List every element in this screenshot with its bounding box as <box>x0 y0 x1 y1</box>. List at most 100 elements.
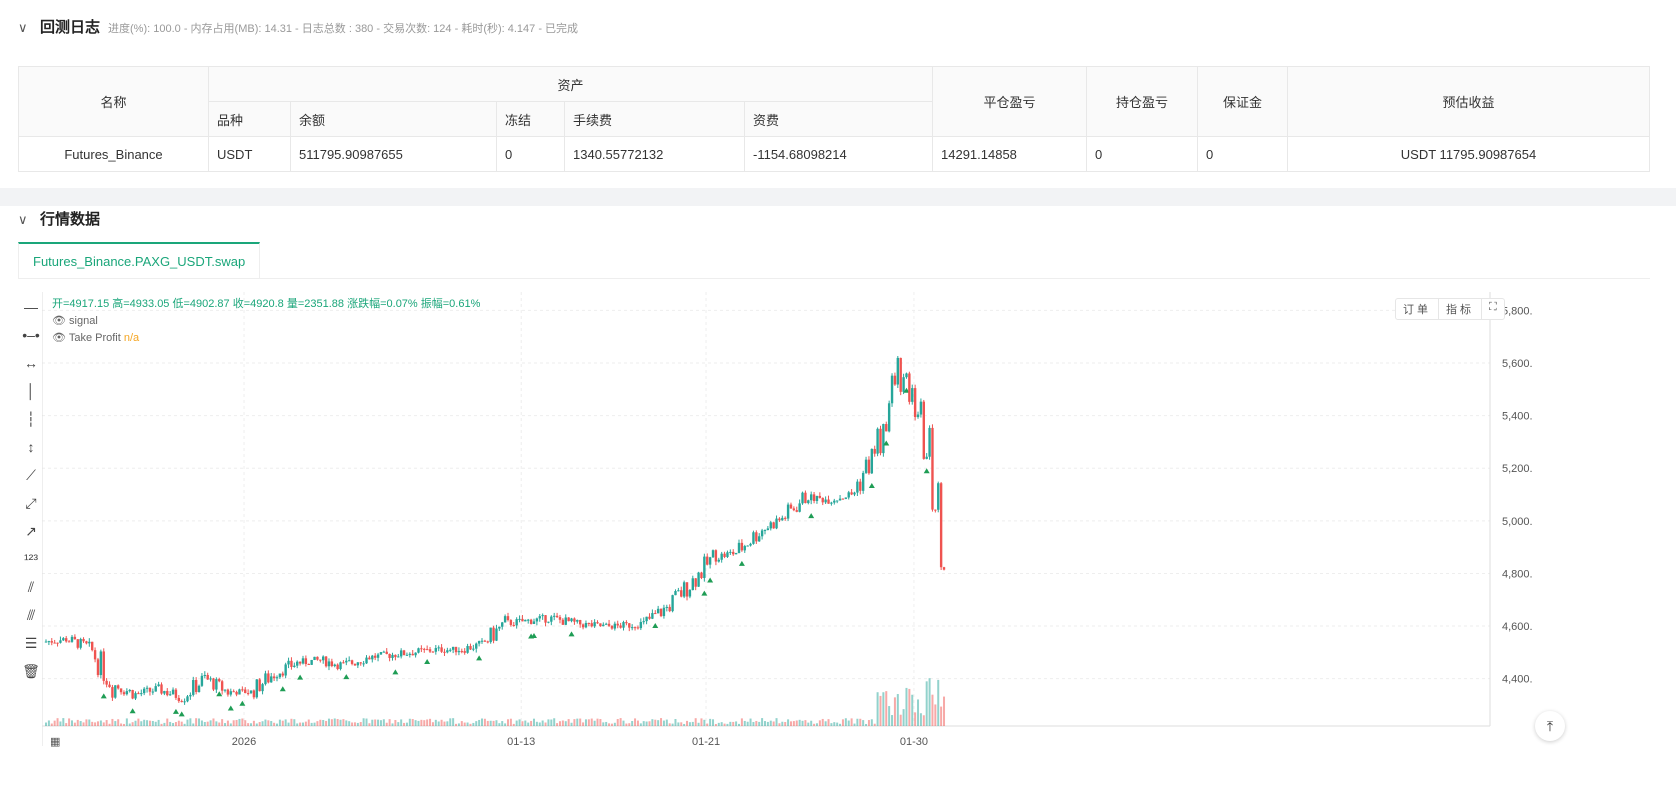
volume-bar <box>229 723 232 726</box>
volume-bar <box>88 719 91 726</box>
candle-body <box>922 401 925 459</box>
volume-bar <box>602 722 605 726</box>
volume-bar <box>426 719 429 726</box>
candle-body <box>431 651 435 653</box>
volume-bar <box>778 723 781 726</box>
orders-button[interactable]: 订单 <box>1396 299 1439 319</box>
candle-body <box>362 663 365 665</box>
vertical-arrow-icon[interactable]: ↕ <box>27 439 35 455</box>
horizontal-ray-icon[interactable]: •–• <box>22 327 40 343</box>
candle-body <box>550 616 553 622</box>
candle-body <box>893 375 897 385</box>
volume-bar <box>102 722 105 726</box>
cell-balance: 511795.90987655 <box>290 136 497 172</box>
signal-marker <box>883 440 890 446</box>
market-data-header[interactable]: ∨ 行情数据 <box>18 208 100 229</box>
tab-paxg-usdt-swap[interactable]: Futures_Binance.PAXG_USDT.swap <box>18 242 261 278</box>
col-balance: 余额 <box>290 101 497 137</box>
candle-body <box>602 624 605 627</box>
volume-bar <box>648 721 651 726</box>
volume-bar <box>235 719 238 726</box>
eye-icon[interactable]: 👁 <box>52 315 66 327</box>
volume-bar <box>310 722 313 726</box>
candle-body <box>616 623 619 626</box>
candle-body <box>934 509 937 511</box>
volume-bar <box>371 719 374 726</box>
cell-frozen: 0 <box>496 136 565 172</box>
signal-marker <box>279 686 286 692</box>
trash-icon[interactable]: 🗑 <box>22 663 40 679</box>
volume-bar <box>284 719 287 726</box>
volume-bar <box>504 723 507 726</box>
arrow-line-icon[interactable]: ↗ <box>25 523 37 539</box>
candle-body <box>495 628 498 641</box>
signal-marker <box>343 674 350 680</box>
candle-body <box>599 623 602 627</box>
y-tick-label: 4,400.00 <box>1502 674 1532 686</box>
legend-take-profit[interactable]: 👁 Take Profit n/a <box>52 330 480 347</box>
candle-body <box>830 502 833 504</box>
candle-body <box>483 640 487 642</box>
volume-bar <box>143 719 146 726</box>
volume-bar <box>330 719 333 726</box>
horizontal-line-icon[interactable]: — <box>24 299 38 315</box>
backtest-log-header[interactable]: ∨ 回测日志 进度(%): 100.0 - 内存占用(MB): 14.31 - … <box>18 16 578 37</box>
volume-bar <box>844 718 847 726</box>
volume-bar <box>414 720 417 726</box>
candle-body <box>752 532 755 544</box>
fibonacci-icon[interactable]: ☰ <box>24 635 38 651</box>
volume-bar <box>120 723 123 726</box>
candle-body <box>194 680 198 693</box>
candle-body <box>835 500 839 502</box>
cell-fee: 1340.55772132 <box>564 136 745 172</box>
candlestick-chart[interactable]: 4,400.00 4,600.00 4,800.00 5,000.00 5,200.00… <box>42 292 1532 754</box>
eye-icon[interactable]: 👁 <box>52 332 66 344</box>
vertical-segment-icon[interactable]: ┆ <box>26 411 36 427</box>
candle-body <box>619 625 622 628</box>
volume-bar <box>134 720 137 726</box>
volume-bar <box>351 722 354 726</box>
candle-body <box>475 643 478 649</box>
candle-body <box>538 616 541 619</box>
volume-bar <box>431 722 434 726</box>
scroll-top-button[interactable]: ⤒ <box>1535 711 1565 741</box>
candle-body <box>564 617 567 625</box>
candle-body <box>642 621 645 623</box>
volume-bar <box>154 721 157 726</box>
volume-bar <box>388 719 391 726</box>
horizontal-segment-icon[interactable]: ↔ <box>24 355 38 371</box>
vertical-line-icon[interactable]: │ <box>26 383 36 399</box>
volume-bar <box>59 721 62 726</box>
volume-bar <box>746 721 749 726</box>
volume-bar <box>850 718 853 726</box>
indicators-button[interactable]: 指标 <box>1439 299 1482 319</box>
candle-body <box>795 510 798 512</box>
price-label-icon[interactable]: ¹²³ <box>24 551 38 567</box>
volume-bar <box>599 719 602 726</box>
col-funding: 资费 <box>744 101 933 137</box>
volume-bar <box>634 718 637 726</box>
volume-bar <box>677 722 680 726</box>
parallel-lines-icon[interactable]: ⫽ <box>27 579 35 595</box>
volume-bar <box>512 723 515 726</box>
volume-bar <box>319 719 322 726</box>
volume-bar <box>218 722 221 726</box>
chevron-down-icon[interactable]: ∨ <box>18 20 28 35</box>
channel-icon[interactable]: ⫻ <box>26 607 36 623</box>
candle-body <box>856 481 859 493</box>
candle-body <box>879 428 882 454</box>
candle-body <box>232 691 235 693</box>
legend-signal[interactable]: 👁 signal <box>52 313 480 330</box>
fullscreen-icon[interactable]: ⛶ <box>1489 301 1497 313</box>
trend-line-icon[interactable]: ⟋ <box>26 467 36 483</box>
volume-bar <box>625 723 628 726</box>
candle-body <box>682 582 686 597</box>
candle-body <box>166 690 169 696</box>
volume-bar <box>206 721 209 726</box>
ray-line-icon[interactable]: ⤢ <box>25 495 37 511</box>
volume-bar <box>463 722 466 726</box>
volume-bar <box>703 719 706 726</box>
chevron-down-icon[interactable]: ∨ <box>18 212 28 227</box>
candle-body <box>258 679 261 692</box>
cell-est: USDT 11795.90987654 <box>1287 136 1650 172</box>
